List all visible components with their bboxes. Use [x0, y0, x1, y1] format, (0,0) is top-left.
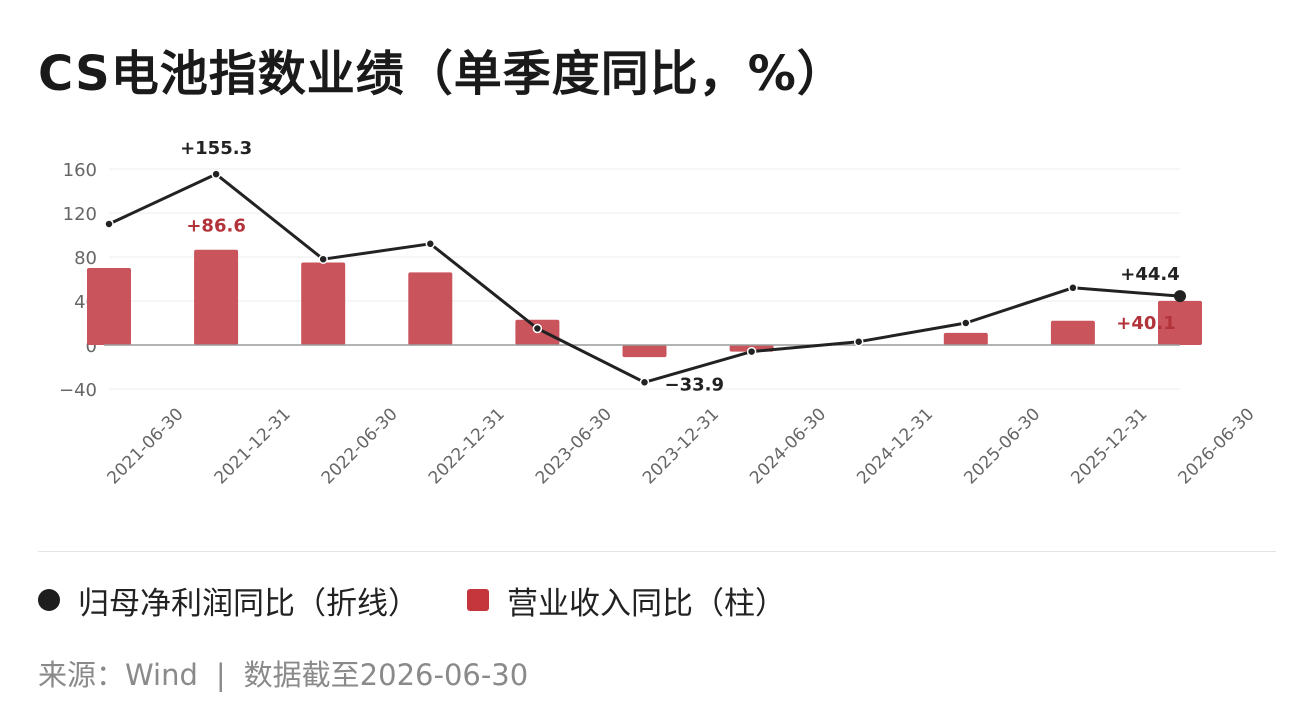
legend-line-label: 归母净利润同比（折线） — [78, 585, 419, 622]
legend-item-line[interactable]: 归母净利润同比（折线） — [38, 578, 419, 623]
bar — [943, 332, 988, 345]
x-tick-label: 2025-12-31 — [1067, 404, 1151, 488]
line-point — [425, 239, 436, 249]
source-prefix: 来源：Wind — [38, 658, 198, 692]
bar — [301, 262, 346, 345]
data-label: +44.4 — [1120, 264, 1180, 285]
line-point — [211, 169, 221, 179]
chart-title: CS电池指数业绩（单季度同比，%） — [38, 46, 846, 102]
line-point — [532, 323, 543, 334]
x-tick-label: 2023-06-30 — [532, 404, 616, 488]
x-tick-label: 2023-12-31 — [639, 404, 723, 488]
divider — [38, 551, 1276, 552]
legend-bar-label: 营业收入同比（柱） — [507, 585, 786, 622]
source-asof: 数据截至2026-06-30 — [243, 658, 529, 692]
bar — [1050, 320, 1095, 345]
y-tick-label: −40 — [59, 380, 97, 401]
source-note: 来源：Wind | 数据截至2026-06-30 — [38, 652, 528, 694]
line-point — [104, 219, 114, 229]
line-point — [961, 318, 971, 328]
bar — [87, 268, 131, 345]
data-label: +86.6 — [186, 216, 246, 237]
x-tick-label: 2024-12-31 — [853, 404, 937, 488]
line-point — [746, 346, 757, 357]
legend-line-marker-icon — [38, 589, 60, 611]
x-tick-label: 2021-12-31 — [211, 404, 295, 488]
x-tick-label: 2022-12-31 — [425, 404, 509, 488]
y-tick-label: 80 — [74, 248, 97, 269]
line-point — [1068, 283, 1078, 293]
bar — [1158, 300, 1202, 345]
x-tick-label: 2021-06-30 — [104, 404, 188, 488]
line-point — [1174, 290, 1186, 303]
x-axis-ticks: 2021-06-30 2021-12-31 2022-06-30 2022-12-31… — [104, 404, 1259, 488]
line-point — [853, 336, 864, 347]
bar — [408, 272, 453, 345]
bar — [622, 345, 667, 358]
line-point — [318, 254, 328, 264]
legend-item-bar[interactable]: 营业收入同比（柱） — [467, 578, 786, 623]
grid-lines — [109, 168, 1180, 390]
data-label: +155.3 — [180, 138, 252, 159]
y-tick-label: 0 — [86, 336, 97, 357]
y-tick-label: 120 — [63, 204, 97, 225]
legend: 归母净利润同比（折线） 营业收入同比（柱） — [38, 578, 834, 622]
data-label: +40.1 — [1116, 313, 1176, 334]
x-tick-label: 2025-06-30 — [960, 404, 1044, 488]
bar-series — [87, 249, 1202, 358]
legend-bar-marker-icon — [467, 589, 489, 611]
bar — [194, 249, 239, 345]
line-point — [639, 377, 650, 388]
x-tick-label: 2026-06-30 — [1175, 404, 1259, 488]
x-tick-label: 2022-06-30 — [318, 404, 402, 488]
y-tick-label: 160 — [63, 160, 97, 181]
line-series — [104, 169, 1186, 388]
x-tick-label: 2024-06-30 — [746, 404, 830, 488]
data-label: −33.9 — [665, 374, 725, 395]
source-separator: | — [215, 658, 226, 692]
data-labels: +155.3 +86.6 −33.9 +44.4 +40.1 — [180, 138, 1180, 395]
